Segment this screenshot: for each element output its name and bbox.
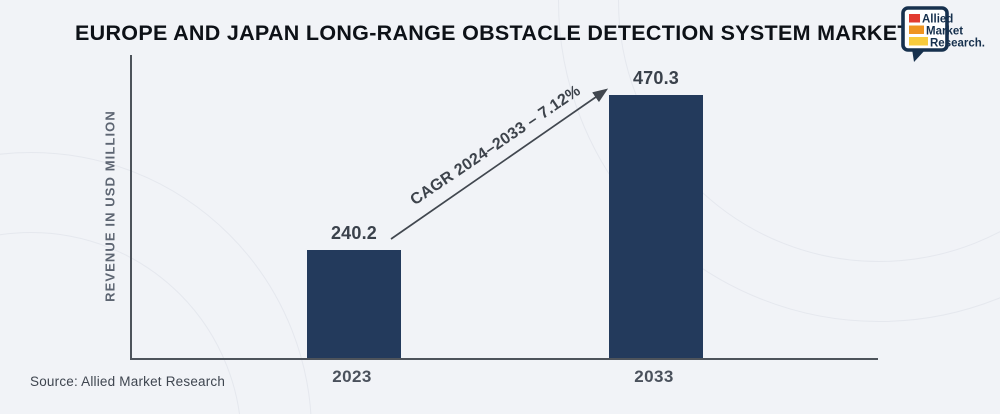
amr-logo: Allied Market Research. xyxy=(901,6,987,64)
logo-orange-bar xyxy=(909,25,924,34)
bar-value-2023: 240.2 xyxy=(330,223,378,243)
bar-column-2033: 470.3 xyxy=(609,68,703,358)
logo-red-bar xyxy=(909,14,920,23)
x-tick-2033: 2033 xyxy=(634,367,674,386)
logo-bubble-tail xyxy=(912,49,926,62)
bar-2023 xyxy=(307,250,401,358)
logo-text-line3: Research. xyxy=(930,38,985,50)
logo-yellow-bar xyxy=(909,37,928,46)
y-axis-label: REVENUE IN USD MILLION xyxy=(102,110,118,302)
chart-plot-area: 240.2 470.3 xyxy=(130,55,878,360)
logo-text-line1: Allied xyxy=(922,14,953,26)
bar-2033 xyxy=(609,95,703,358)
bar-column-2023: 240.2 xyxy=(307,223,401,358)
amr-logo-icon: Allied Market Research. xyxy=(901,6,985,62)
page-title: EUROPE AND JAPAN LONG-RANGE OBSTACLE DET… xyxy=(75,21,911,45)
logo-text-line2: Market xyxy=(926,26,963,38)
source-credit: Source: Allied Market Research xyxy=(30,374,226,389)
x-tick-2023: 2023 xyxy=(332,367,372,386)
bar-value-2033: 470.3 xyxy=(632,68,680,88)
